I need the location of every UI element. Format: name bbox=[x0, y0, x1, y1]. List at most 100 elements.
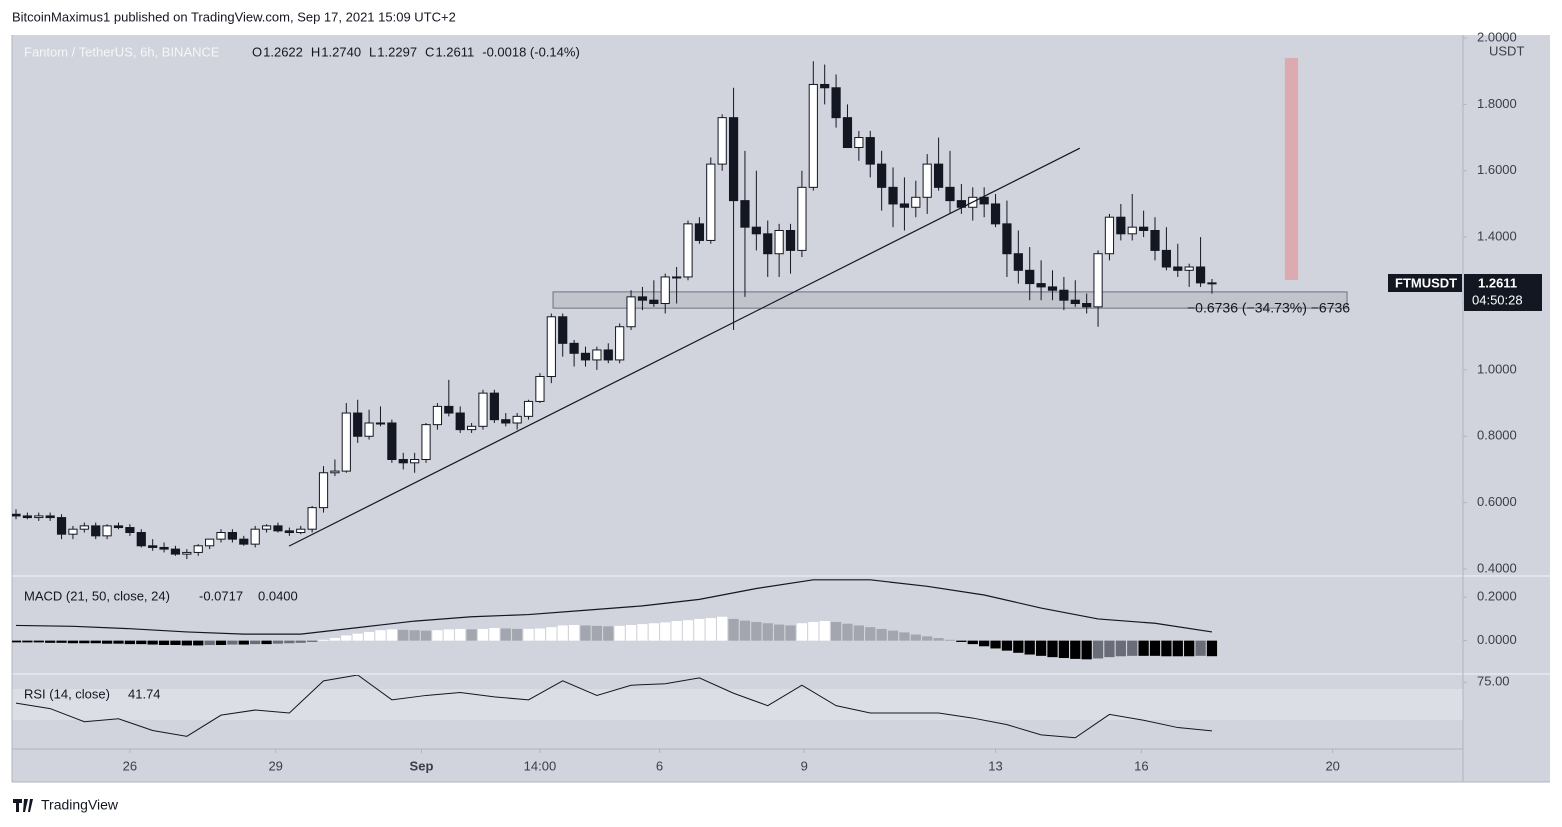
ohlc-key: O bbox=[252, 44, 262, 59]
candle-body bbox=[899, 203, 910, 208]
macd-bar bbox=[432, 630, 443, 641]
candle-body bbox=[865, 137, 875, 165]
symbol-box bbox=[1388, 274, 1462, 292]
candle-body bbox=[797, 186, 807, 251]
macd-bar bbox=[170, 640, 181, 645]
candle-body bbox=[353, 412, 363, 437]
candle-body bbox=[774, 229, 784, 255]
candle-body bbox=[706, 163, 716, 241]
macd-bar bbox=[1070, 640, 1081, 659]
candle-body bbox=[34, 515, 44, 519]
macd-bar bbox=[227, 640, 238, 645]
candle-body bbox=[296, 528, 306, 534]
macd-bar bbox=[386, 629, 397, 641]
macd-line bbox=[15, 579, 1213, 635]
macd-bar bbox=[705, 618, 716, 641]
rsi-pane bbox=[15, 675, 1213, 739]
macd-bar bbox=[1047, 640, 1058, 658]
macd-bar bbox=[477, 628, 489, 641]
symbol-label: Fantom / TetherUS, 6h, BINANCE bbox=[24, 44, 220, 59]
candle-body bbox=[751, 226, 761, 235]
candle-body bbox=[182, 551, 192, 555]
macd-bar bbox=[124, 640, 136, 645]
macd-bar bbox=[33, 640, 44, 643]
macd-bar bbox=[489, 628, 500, 641]
macd-bar bbox=[774, 624, 785, 641]
candle-body bbox=[1161, 249, 1171, 268]
candle-body bbox=[546, 316, 556, 378]
candle-body bbox=[615, 326, 625, 361]
candle-body bbox=[911, 196, 921, 208]
candle-body bbox=[1150, 229, 1160, 251]
candle-body bbox=[1207, 282, 1217, 285]
candle-body bbox=[501, 419, 511, 424]
macd-bar bbox=[466, 629, 477, 641]
macd-bar bbox=[717, 616, 728, 641]
candle-body bbox=[820, 83, 830, 89]
macd-bar bbox=[136, 640, 147, 645]
x-tick-label: 20 bbox=[1325, 758, 1339, 773]
macd-bar bbox=[500, 628, 511, 641]
candle-body bbox=[56, 517, 67, 535]
macd-bar bbox=[90, 640, 101, 644]
candle-body bbox=[79, 525, 89, 530]
candle-body bbox=[535, 376, 545, 402]
macd-bar bbox=[990, 640, 1001, 649]
macd-bar bbox=[933, 638, 944, 641]
candle-body bbox=[979, 196, 989, 205]
y-tick-label: 75.00 bbox=[1477, 674, 1510, 689]
y-tick-label: 0.0000 bbox=[1477, 632, 1517, 647]
y-tick-label: 1.4000 bbox=[1477, 229, 1517, 244]
candle-body bbox=[740, 200, 750, 228]
y-tick-label: 0.4000 bbox=[1477, 560, 1517, 575]
macd-bar bbox=[1104, 640, 1115, 658]
y-tick-label: 0.2000 bbox=[1477, 589, 1517, 604]
macd-bar bbox=[329, 638, 341, 641]
macd-bar bbox=[682, 620, 694, 641]
macd-bar bbox=[1138, 640, 1149, 656]
candle-body bbox=[877, 163, 887, 188]
macd-bar bbox=[147, 640, 158, 645]
macd-bar bbox=[1184, 640, 1195, 657]
candle-body bbox=[91, 525, 101, 537]
trendline bbox=[288, 147, 1081, 547]
candle-body bbox=[945, 186, 955, 202]
macd-bar bbox=[534, 628, 546, 641]
candle-body bbox=[307, 507, 317, 530]
candle-body bbox=[261, 525, 272, 530]
macd-hist-value: -0.0717 bbox=[199, 588, 243, 603]
macd-bar bbox=[648, 623, 659, 641]
candle-body bbox=[455, 412, 465, 431]
candle-body bbox=[318, 472, 329, 509]
candle-body bbox=[1104, 216, 1115, 255]
candle-body bbox=[432, 405, 443, 426]
y-tick-label: 0.6000 bbox=[1477, 494, 1517, 509]
ohlc-value: 1.2297 bbox=[377, 44, 417, 59]
candle-body bbox=[683, 223, 693, 278]
candle-body bbox=[421, 424, 431, 460]
x-tick-label: 9 bbox=[801, 758, 808, 773]
macd-bar bbox=[751, 621, 762, 641]
macd-bar bbox=[295, 640, 306, 643]
footer-logo: TradingView bbox=[13, 797, 119, 813]
candle-body bbox=[1195, 266, 1206, 284]
macd-bar bbox=[420, 630, 432, 641]
macd-line-value: 0.0400 bbox=[258, 588, 298, 603]
candle-body bbox=[512, 415, 522, 424]
y-tick-label: 1.8000 bbox=[1477, 96, 1517, 111]
logo-icon bbox=[13, 799, 33, 812]
macd-bar bbox=[79, 640, 90, 644]
candle-body bbox=[842, 117, 853, 149]
candle-body bbox=[808, 83, 818, 188]
candle-body bbox=[717, 117, 727, 165]
macd-bar bbox=[1172, 640, 1183, 657]
candle-body bbox=[1173, 266, 1183, 271]
candle-body bbox=[1047, 286, 1058, 291]
macd-bar bbox=[455, 628, 466, 641]
candle-body bbox=[580, 352, 591, 361]
candle-body bbox=[1127, 226, 1137, 235]
macd-bar bbox=[398, 629, 409, 641]
macd-bar bbox=[1149, 640, 1161, 656]
ohlc-key: L bbox=[369, 44, 376, 59]
macd-bar bbox=[22, 640, 33, 643]
